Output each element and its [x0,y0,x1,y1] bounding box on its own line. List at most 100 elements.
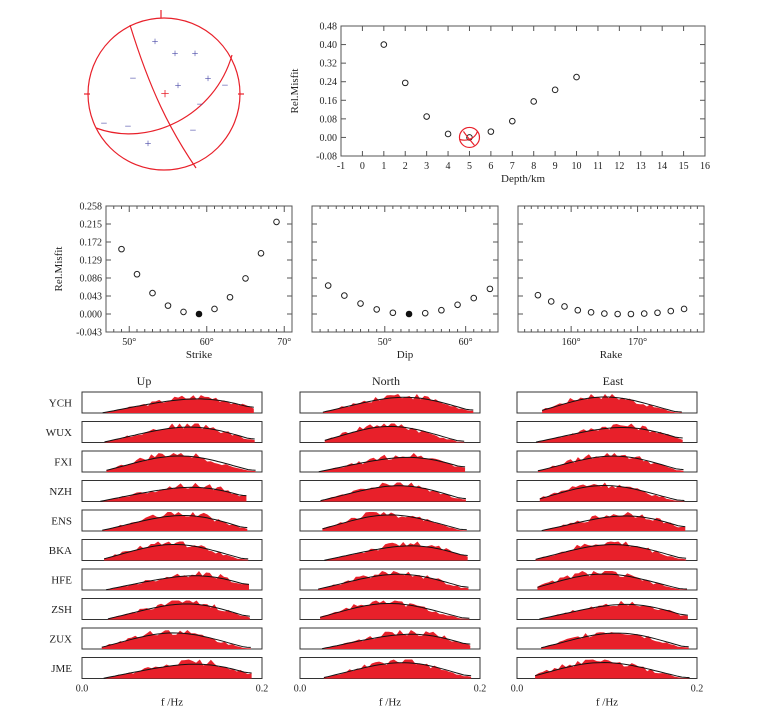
station-label: ZSH [51,604,72,616]
plot-frame [340,25,706,157]
x-axis-label: Dip [397,349,414,361]
x-tick-label: 60° [459,337,473,348]
misfit-point [534,291,542,299]
component-title: North [372,374,400,388]
best-depth-mechanism [458,126,481,149]
polarity-symbols: ++ ++ ++−−− − −−+ [101,34,229,150]
polarity-plus: + [175,78,182,92]
y-tick-label: 0.129 [80,256,103,267]
misfit-point [587,309,595,316]
synthetic-spectrum [324,425,465,442]
observed-spectrum [321,630,471,649]
x-tick-label: 4 [446,161,451,172]
spectrum-cell [299,391,481,414]
synthetic-spectrum [322,514,467,531]
misfit-point [324,282,332,289]
misfit-point [601,310,608,317]
spectrum-cell [516,391,698,414]
misfit-point [614,310,621,318]
dip-misfit-plot: 50° 60° Dip [311,205,499,361]
x-tick-label: 3 [424,161,429,172]
observed-spectrum [536,423,683,443]
x-axis-label: Rake [600,349,623,361]
freq-tick-label: 0.0 [511,684,524,695]
y-tick-label: 0.000 [80,310,103,321]
misfit-point [273,218,280,226]
observed-spectrum [104,541,249,561]
observed-spectrum [318,453,466,472]
x-tick-label: 2 [403,161,408,172]
y-tick-label: 0.24 [320,77,338,88]
station-label: ZUX [49,634,72,646]
component-title: Up [137,374,152,388]
synthetic-spectrum [100,486,247,502]
observed-spectrum [537,453,684,472]
misfit-point [380,41,388,48]
observed-spectrum [318,571,469,590]
freq-tick-label: 0.0 [76,684,89,695]
misfit-point [487,128,495,135]
x-tick-label: 170° [628,337,647,348]
freq-axis-label: f /Hz [379,697,401,709]
misfit-point [401,79,409,87]
observed-spectrum [323,659,472,679]
synthetic-spectrum [541,632,689,649]
station-label: HFE [51,575,72,587]
beachball-center-plus: + [160,86,169,103]
misfit-point [454,301,461,309]
misfit-point [421,309,429,317]
observed-spectrum [104,423,255,443]
observed-spectrum [539,482,685,502]
x-tick-label: 6 [488,161,493,172]
spectrum-cell [299,598,481,620]
observed-spectrum [535,659,690,679]
x-tick-label: 7 [510,161,515,172]
synthetic-spectrum [102,398,254,414]
spectrum-cell [299,627,481,650]
observed-spectrum [542,394,682,413]
x-tick-label: 8 [531,161,536,172]
observed-spectrum [322,512,467,531]
y-tick-label: 0.258 [80,202,103,213]
misfit-point [508,117,516,125]
misfit-point [640,310,648,317]
synthetic-spectrum [535,427,683,443]
misfit-point [667,307,675,315]
y-tick-label: 0.00 [320,133,338,144]
polarity-plus: + [145,136,152,150]
station-label: ENS [51,516,72,528]
x-tick-label: 11 [593,161,603,172]
freq-axis-label: f /Hz [596,697,618,709]
observed-spectrum [101,630,251,649]
depth-misfit-plot: -1 0 1 2 3 4 5 6 7 8 9 10 11 12 13 14 15 16-0.080.000.080… [289,22,710,186]
polarity-minus: − [222,78,229,92]
x-axis-label: Strike [186,349,212,361]
best-fit-point [195,310,203,318]
misfit-point [118,245,125,253]
misfit-point [627,310,635,318]
spectrum-cell [81,598,263,620]
synthetic-spectrum [323,662,472,678]
misfit-point [423,113,430,120]
freq-tick-label: 0.2 [256,684,269,695]
synthetic-spectrum [537,573,688,590]
spectrum-cell [299,539,481,561]
observed-spectrum [103,659,252,679]
misfit-point [530,98,538,105]
synthetic-spectrum [320,485,466,502]
freq-axis-label: f /Hz [161,697,183,709]
x-tick-label: 50° [122,337,136,348]
plot-frame [311,205,499,333]
focal-mechanism-beachball: ++ ++ ++−−− − −−+ [84,10,244,171]
observed-spectrum [541,632,689,649]
x-tick-label: -1 [337,161,345,172]
x-tick-label: 9 [553,161,558,172]
synthetic-spectrum [535,544,687,560]
y-tick-label: 0.32 [320,59,338,70]
misfit-point [680,305,688,313]
spectrum-cell [81,421,263,443]
misfit-point [574,306,582,314]
polarity-minus: − [125,119,132,133]
misfit-point [389,309,397,317]
